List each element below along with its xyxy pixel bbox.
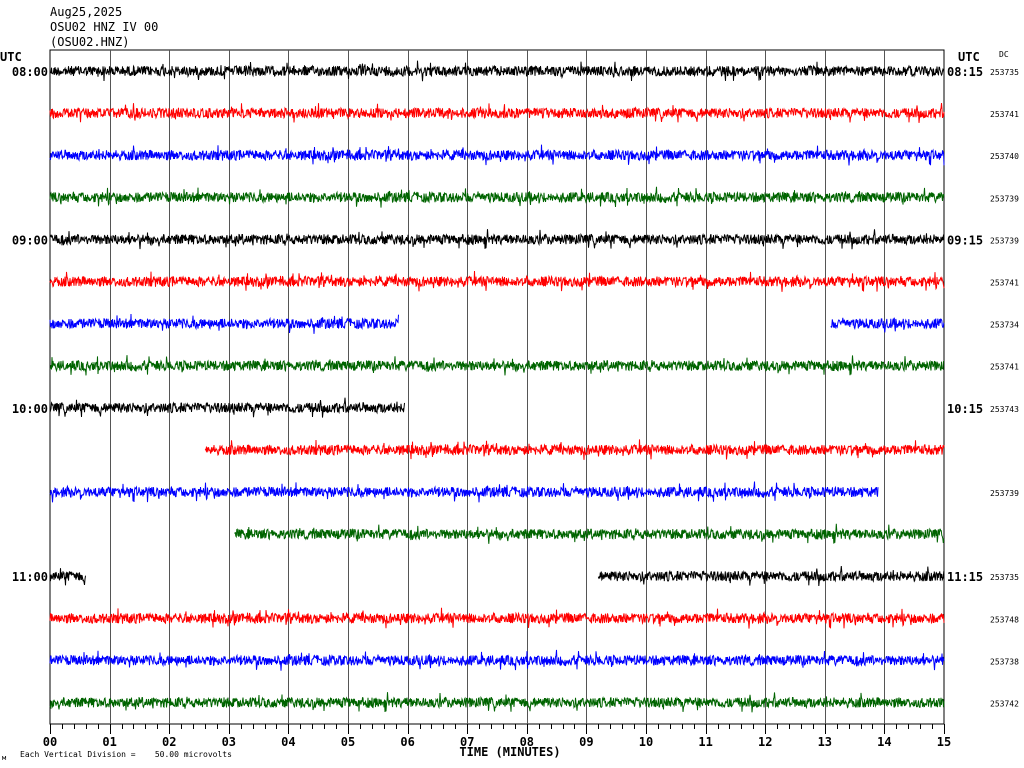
left-utc-label: UTC	[0, 50, 22, 64]
dc-value-label: 253741	[990, 279, 1019, 288]
row-time-label-right: 09:15	[947, 233, 983, 247]
dc-value-label: 253735	[990, 573, 1019, 582]
trace-row-10-segment-0	[49, 481, 879, 503]
dc-value-label: 253741	[990, 110, 1019, 119]
dc-value-label: 253738	[990, 657, 1019, 666]
plot-frame	[49, 49, 945, 725]
x-tick-label: 09	[579, 735, 593, 749]
trace-row-6-segment-0	[49, 313, 399, 334]
dc-value-label: 253739	[990, 194, 1019, 203]
trace-row-9-segment-0	[204, 439, 945, 460]
dc-value-label: 253743	[990, 405, 1019, 414]
row-time-label-right: 11:15	[947, 570, 983, 584]
trace-row-13-segment-0	[49, 607, 945, 629]
x-tick-label: 02	[162, 735, 176, 749]
x-tick-label: 10	[639, 735, 653, 749]
dc-label: DC	[999, 50, 1009, 59]
dc-value-label: 253735	[990, 68, 1019, 77]
row-time-label-left: 10:00	[12, 402, 48, 416]
x-tick-label: 07	[460, 735, 474, 749]
trace-row-5-segment-0	[49, 270, 945, 292]
dc-value-label: 253739	[990, 236, 1019, 245]
x-tick-label: 03	[222, 735, 236, 749]
footer-mark: м	[2, 754, 7, 762]
trace-row-11-segment-0	[234, 523, 945, 544]
trace-row-12-segment-0	[49, 568, 86, 586]
x-tick-label: 12	[758, 735, 772, 749]
trace-row-2-segment-0	[49, 144, 945, 166]
trace-row-12-segment-1	[597, 566, 945, 587]
dc-value-label: 253741	[990, 363, 1019, 372]
row-time-label-right: 10:15	[947, 402, 983, 416]
dc-value-label: 253740	[990, 152, 1019, 161]
x-tick-label: 15	[937, 735, 951, 749]
trace-row-8-segment-0	[49, 397, 405, 418]
trace-row-15-segment-0	[49, 692, 945, 713]
footer-scale-label: Each Vertical Division = 50.00 microvolt…	[20, 750, 232, 759]
x-axis-title: TIME (MINUTES)	[459, 745, 560, 759]
date-label: Aug25,2025	[50, 5, 122, 19]
right-utc-label: UTC	[958, 50, 980, 64]
channel-label: (OSU02.HNZ)	[50, 35, 129, 49]
row-time-label-left: 11:00	[12, 570, 48, 584]
x-tick-label: 08	[520, 735, 534, 749]
trace-layer	[49, 60, 945, 713]
x-tick-label: 05	[341, 735, 355, 749]
trace-row-7-segment-0	[49, 355, 945, 376]
row-time-label-right: 08:15	[947, 65, 983, 79]
row-time-label-left: 09:00	[12, 233, 48, 247]
grid-layer	[110, 50, 885, 724]
trace-row-4-segment-0	[49, 229, 945, 250]
trace-row-6-segment-1	[830, 317, 945, 333]
x-tick-label: 06	[400, 735, 414, 749]
x-tick-label: 01	[102, 735, 116, 749]
dc-value-label: 253739	[990, 489, 1019, 498]
trace-row-3-segment-0	[49, 186, 945, 208]
dc-value-label: 253742	[990, 700, 1019, 709]
x-tick-label: 14	[877, 735, 891, 749]
x-tick-label: 13	[818, 735, 832, 749]
trace-row-14-segment-0	[49, 649, 945, 671]
x-tick-label: 04	[281, 735, 295, 749]
dc-value-label: 253734	[990, 321, 1019, 330]
x-axis: 00 01 02 03 04 05 06 07 08 09 10 11 12 13 14 15	[43, 724, 951, 749]
trace-row-0-segment-0	[49, 60, 945, 82]
row-label-layer: 08:00 08:15 253735 253741 253740 253739 09:00 0…	[12, 65, 1019, 709]
x-tick-label: 00	[43, 735, 57, 749]
dc-value-label: 253748	[990, 615, 1019, 624]
trace-row-1-segment-0	[49, 102, 945, 123]
row-time-label-left: 08:00	[12, 65, 48, 79]
x-tick-label: 11	[698, 735, 712, 749]
station-label: OSU02 HNZ IV 00	[50, 20, 158, 34]
